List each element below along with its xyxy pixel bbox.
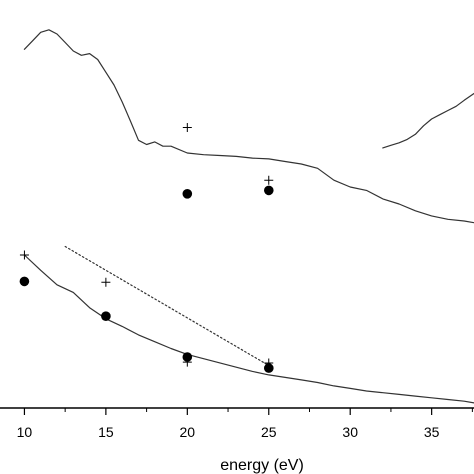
series-3 <box>64 245 270 367</box>
plus-marker <box>264 175 274 185</box>
circle-marker <box>264 363 274 373</box>
x-axis-ticks: 10 15 20 25 30 35 <box>17 408 473 440</box>
x-tick-label: 10 <box>17 424 33 440</box>
x-tick-label: 30 <box>342 424 358 440</box>
series-0 <box>23 29 474 224</box>
x-axis-label: energy (eV) <box>220 457 304 474</box>
plus-marker <box>19 250 29 260</box>
plot-area <box>19 29 474 404</box>
circle-marker <box>19 276 30 287</box>
circle-marker <box>264 185 274 196</box>
plus-marker <box>101 277 111 287</box>
series-1 <box>382 92 474 149</box>
x-tick-label: 35 <box>424 424 440 440</box>
series-5 <box>19 185 274 373</box>
series-4 <box>19 123 274 368</box>
x-tick-label: 25 <box>261 424 277 440</box>
series-2 <box>23 254 474 404</box>
series-1-line <box>382 92 474 149</box>
series-2-line <box>23 254 474 404</box>
circle-marker <box>182 189 193 199</box>
circle-marker <box>101 311 111 322</box>
x-tick-label: 15 <box>98 424 114 440</box>
series-0-line <box>23 29 474 224</box>
series-3-line <box>64 245 270 367</box>
circle-marker <box>182 352 193 362</box>
plus-marker <box>182 123 192 132</box>
x-tick-label: 20 <box>180 424 196 440</box>
